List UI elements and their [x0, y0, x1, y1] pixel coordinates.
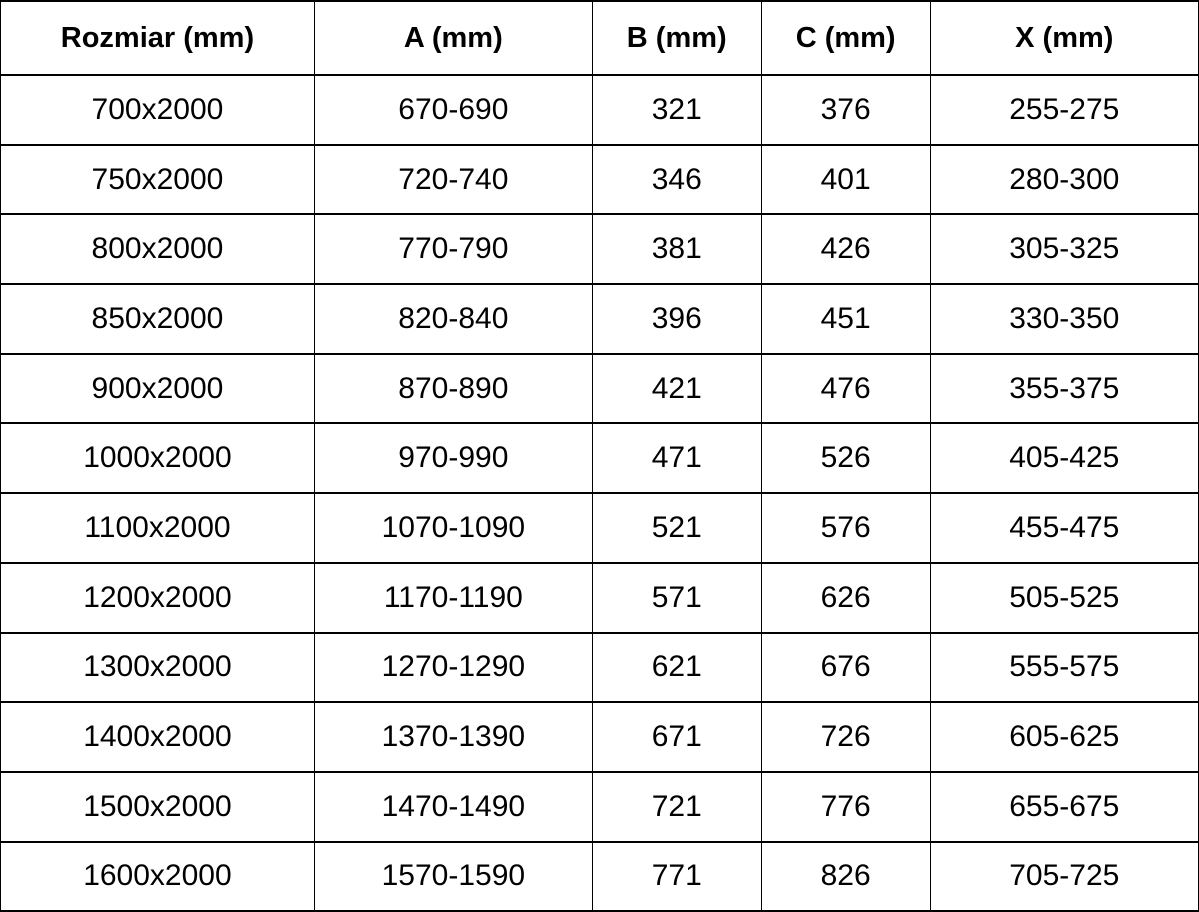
table-cell-x: 705-725: [929, 840, 1199, 912]
table-cell-x: 505-525: [929, 561, 1199, 634]
table-row: 1600x2000 1570-1590 771 826 705-725: [0, 840, 1199, 912]
table-cell-a: 1270-1290: [313, 631, 593, 704]
table-row: 1100x2000 1070-1090 521 576 455-475: [0, 492, 1199, 564]
column-header-rozmiar: Rozmiar (mm): [0, 0, 315, 76]
table-row: 1300x2000 1270-1290 621 676 555-575: [0, 631, 1199, 704]
table-cell-a: 670-690: [313, 74, 593, 146]
table-cell-c: 826: [760, 840, 931, 912]
table-row: 800x2000 770-790 381 426 305-325: [0, 213, 1199, 286]
header-row: Rozmiar (mm) A (mm) B (mm) C (mm) X (mm): [0, 0, 1199, 76]
table-cell-a: 770-790: [313, 213, 593, 286]
table-cell-c: 776: [760, 770, 931, 843]
table-cell-rozmiar: 1000x2000: [0, 422, 315, 495]
table-row: 700x2000 670-690 321 376 255-275: [0, 74, 1199, 146]
table-cell-a: 970-990: [313, 422, 593, 495]
table-body: 700x2000 670-690 321 376 255-275 750x2000 720-…: [0, 74, 1199, 912]
column-header-b: B (mm): [591, 0, 762, 76]
table-cell-a: 1170-1190: [313, 561, 593, 634]
table-cell-rozmiar: 1600x2000: [0, 840, 315, 912]
table-cell-x: 655-675: [929, 770, 1199, 843]
table-cell-c: 401: [760, 143, 931, 216]
table-row: 750x2000 720-740 346 401 280-300: [0, 143, 1199, 216]
table-cell-x: 255-275: [929, 74, 1199, 146]
table-cell-rozmiar: 800x2000: [0, 213, 315, 286]
table-cell-a: 870-890: [313, 352, 593, 425]
column-header-x: X (mm): [929, 0, 1199, 76]
table-cell-a: 720-740: [313, 143, 593, 216]
table-cell-c: 726: [760, 701, 931, 773]
table-cell-rozmiar: 700x2000: [0, 74, 315, 146]
table-cell-c: 476: [760, 352, 931, 425]
table-cell-c: 576: [760, 492, 931, 564]
table-cell-rozmiar: 1300x2000: [0, 631, 315, 704]
table-cell-b: 671: [591, 701, 762, 773]
table-cell-b: 721: [591, 770, 762, 843]
table-cell-rozmiar: 1100x2000: [0, 492, 315, 564]
table-cell-b: 381: [591, 213, 762, 286]
table-cell-b: 521: [591, 492, 762, 564]
table-cell-rozmiar: 1400x2000: [0, 701, 315, 773]
table-cell-b: 571: [591, 561, 762, 634]
table-cell-a: 820-840: [313, 283, 593, 355]
table-cell-c: 526: [760, 422, 931, 495]
table-cell-x: 455-475: [929, 492, 1199, 564]
table-cell-b: 346: [591, 143, 762, 216]
table-cell-x: 305-325: [929, 213, 1199, 286]
table-cell-x: 555-575: [929, 631, 1199, 704]
table-row: 1500x2000 1470-1490 721 776 655-675: [0, 770, 1199, 843]
table-cell-rozmiar: 1200x2000: [0, 561, 315, 634]
table-cell-x: 605-625: [929, 701, 1199, 773]
table-cell-c: 451: [760, 283, 931, 355]
table-cell-a: 1070-1090: [313, 492, 593, 564]
table-row: 1400x2000 1370-1390 671 726 605-625: [0, 701, 1199, 773]
table-cell-b: 421: [591, 352, 762, 425]
table-cell-c: 376: [760, 74, 931, 146]
table-cell-rozmiar: 1500x2000: [0, 770, 315, 843]
table-cell-b: 396: [591, 283, 762, 355]
table-cell-rozmiar: 750x2000: [0, 143, 315, 216]
table-cell-x: 355-375: [929, 352, 1199, 425]
table-cell-x: 280-300: [929, 143, 1199, 216]
table-row: 900x2000 870-890 421 476 355-375: [0, 352, 1199, 425]
table-cell-a: 1370-1390: [313, 701, 593, 773]
table-cell-rozmiar: 900x2000: [0, 352, 315, 425]
table-cell-b: 321: [591, 74, 762, 146]
table-row: 1000x2000 970-990 471 526 405-425: [0, 422, 1199, 495]
column-header-c: C (mm): [760, 0, 931, 76]
table-cell-a: 1570-1590: [313, 840, 593, 912]
table-cell-x: 330-350: [929, 283, 1199, 355]
table-cell-c: 626: [760, 561, 931, 634]
column-header-a: A (mm): [313, 0, 593, 76]
table-cell-c: 426: [760, 213, 931, 286]
table-cell-b: 621: [591, 631, 762, 704]
table-cell-b: 471: [591, 422, 762, 495]
table-cell-rozmiar: 850x2000: [0, 283, 315, 355]
table-row: 850x2000 820-840 396 451 330-350: [0, 283, 1199, 355]
table-row: 1200x2000 1170-1190 571 626 505-525: [0, 561, 1199, 634]
table-cell-a: 1470-1490: [313, 770, 593, 843]
table-cell-c: 676: [760, 631, 931, 704]
table-header: Rozmiar (mm) A (mm) B (mm) C (mm) X (mm): [0, 0, 1199, 76]
table-cell-b: 771: [591, 840, 762, 912]
table-cell-x: 405-425: [929, 422, 1199, 495]
